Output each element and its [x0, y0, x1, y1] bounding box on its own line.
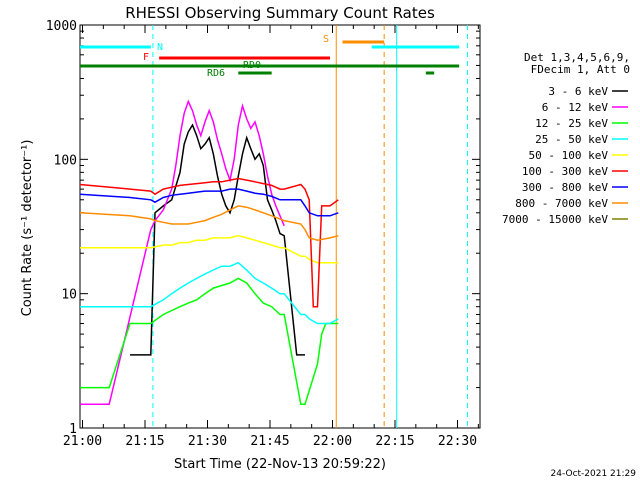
x-tick-label: 21:45	[250, 434, 289, 449]
y-tick-label: 1000	[46, 19, 77, 34]
legend-entry-label: 800 - 7000 keV	[515, 197, 608, 210]
legend-header: Det 1,3,4,5,6,9,	[524, 51, 630, 64]
x-tick-label: 22:30	[438, 434, 477, 449]
legend-entry-label: 300 - 800 keV	[522, 181, 608, 194]
series-line	[130, 123, 305, 356]
x-axis-label: Start Time (22-Nov-13 20:59:22)	[174, 457, 386, 472]
flag-label: N	[157, 42, 163, 53]
series-line	[79, 177, 339, 308]
y-tick-label: 100	[54, 153, 77, 168]
x-tick-label: 22:00	[313, 434, 352, 449]
legend-entry-label: 50 - 100 keV	[529, 149, 609, 162]
legend-entry-label: 3 - 6 keV	[548, 85, 608, 98]
x-tick-label: 21:15	[125, 434, 164, 449]
x-tick-label: 21:30	[188, 434, 227, 449]
legend-entry-label: 100 - 300 keV	[522, 165, 608, 178]
y-tick-label: 1	[69, 422, 77, 437]
x-tick-label: 22:15	[375, 434, 414, 449]
legend-entry-label: 25 - 50 keV	[535, 133, 608, 146]
y-axis-label: Count Rate (s⁻¹ detector⁻¹)	[20, 140, 35, 317]
plot-frame	[79, 24, 481, 429]
flag-label: RD6	[207, 68, 225, 79]
chart-title: RHESSI Observing Summary Count Rates	[125, 4, 435, 22]
series-line	[79, 188, 339, 217]
series-line	[80, 277, 339, 406]
flag-label: F	[143, 52, 149, 63]
legend-header: FDecim 1, Att 0	[531, 63, 630, 76]
flag-label: S	[323, 34, 329, 45]
series-line	[80, 234, 339, 264]
series-line	[80, 261, 339, 325]
legend-entry-label: 6 - 12 keV	[542, 101, 609, 114]
x-tick-label: 21:00	[63, 434, 102, 449]
legend: Det 1,3,4,5,6,9,FDecim 1, Att 0 3 - 6 keV…	[502, 51, 630, 226]
footer-date: 24-Oct-2021 21:29	[551, 469, 637, 479]
flag-label: RD0	[243, 60, 261, 71]
series-line	[79, 205, 339, 241]
y-tick-label: 10	[61, 288, 77, 303]
series-line	[80, 99, 285, 406]
legend-entry-label: 7000 - 15000 keV	[502, 213, 608, 226]
plot-area: 1 10 100 1000 21:00 21:15 21:30 21:45 22:00 22:15…	[46, 19, 481, 449]
legend-entry-label: 12 - 25 keV	[535, 117, 608, 130]
